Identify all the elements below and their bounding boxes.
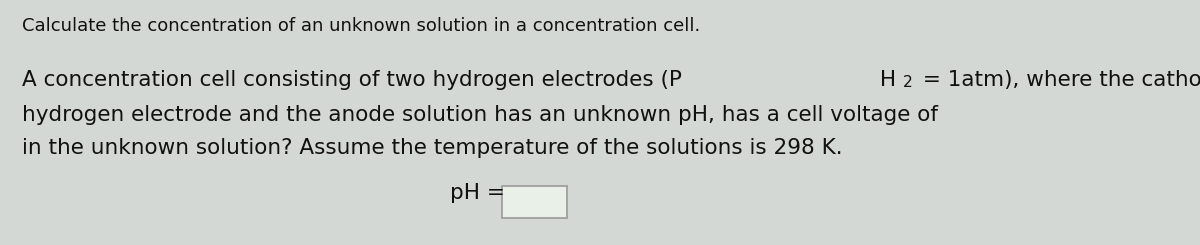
Text: in the unknown solution? Assume the temperature of the solutions is 298 K.: in the unknown solution? Assume the temp… [22,138,842,158]
Text: hydrogen electrode and the anode solution has an unknown pH, has a cell voltage : hydrogen electrode and the anode solutio… [22,105,944,125]
Text: A concentration cell consisting of two hydrogen electrodes (P: A concentration cell consisting of two h… [22,70,682,90]
Text: Calculate the concentration of an unknown solution in a concentration cell.: Calculate the concentration of an unknow… [22,17,701,35]
Text: pH =: pH = [450,183,505,203]
FancyBboxPatch shape [502,186,568,218]
Text: H: H [874,70,896,90]
Text: = 1atm), where the cathode is a standard: = 1atm), where the cathode is a standard [916,70,1200,90]
Text: 2: 2 [904,75,913,90]
